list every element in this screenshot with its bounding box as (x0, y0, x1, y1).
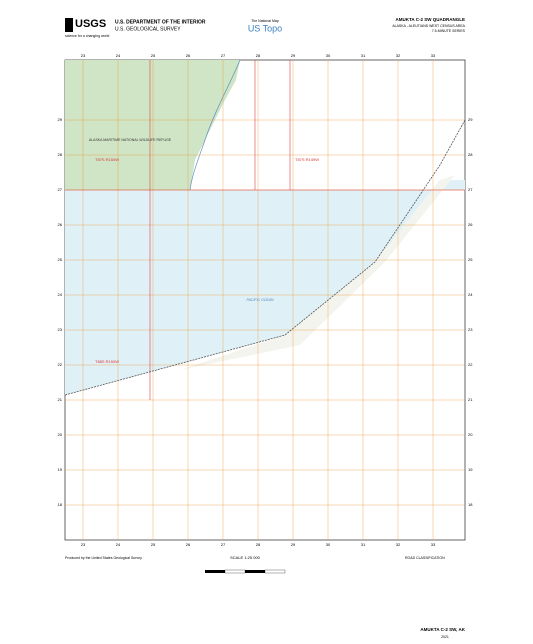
grid-label: 27 (58, 187, 63, 192)
grid-label: 25 (151, 53, 156, 58)
grid-label: 24 (58, 292, 63, 297)
shoreline (189, 59, 241, 191)
grid-label: 28 (58, 152, 63, 157)
grid-label: 21 (58, 397, 63, 402)
grid-label: 24 (116, 542, 121, 547)
grid-label: 19 (58, 467, 63, 472)
grid-label: 30 (326, 542, 331, 547)
land-vegetation (65, 60, 240, 190)
grid-label: 29 (58, 117, 63, 122)
grid-label: 24 (116, 53, 121, 58)
grid-label: 24 (468, 292, 473, 297)
grid-label: 20 (58, 432, 63, 437)
grid-label: 26 (468, 222, 473, 227)
boundary (64, 119, 466, 396)
grid-label: 18 (58, 502, 63, 507)
grid-label: 29 (468, 117, 473, 122)
department: U.S. DEPARTMENT OF THE INTERIOR (115, 19, 206, 25)
grid-label: 30 (326, 53, 331, 58)
grid-label: 22 (58, 362, 63, 367)
us-topo: US Topo (248, 23, 282, 33)
water (65, 180, 465, 395)
grid-label: 27 (468, 187, 473, 192)
grid-label: 23 (81, 53, 86, 58)
township-label: T88S R150W (95, 359, 119, 364)
area: ALASKA - ALEUTIANS WEST CENSUS AREA (392, 24, 465, 28)
grid-label: 21 (468, 397, 473, 402)
grid-label: 27 (221, 542, 226, 547)
grid-label: 18 (468, 502, 473, 507)
grid-label: 23 (81, 542, 86, 547)
grid-label: 23 (58, 327, 63, 332)
usgs-logo: USGS (75, 18, 106, 30)
grid-label: 26 (186, 542, 191, 547)
grid-label: 33 (431, 53, 436, 58)
township-label: T87S R149W (295, 157, 319, 162)
water-label: PACIFIC OCEAN (247, 298, 274, 302)
grid-label: 19 (468, 467, 473, 472)
national-map: The National Map (251, 19, 279, 23)
quad-name: AMUKTA C-2 SW, AK (420, 627, 465, 632)
grid-label: 22 (468, 362, 473, 367)
grid-label: 23 (468, 327, 473, 332)
scale-bar (264, 569, 286, 574)
grid-label: 27 (221, 53, 226, 58)
scale-bar (224, 569, 246, 574)
usgs-mark (65, 18, 73, 32)
grid-labels: 23 23 24 24 25 25 26 26 27 27 28 28 29 29 30 30 31 31 32 32… (58, 53, 474, 547)
grid-label: 25 (468, 257, 473, 262)
year: 2021 (441, 635, 449, 639)
grid-label: 26 (186, 53, 191, 58)
grid-label: 25 (151, 542, 156, 547)
grid-label: 32 (396, 53, 401, 58)
survey: U.S. GEOLOGICAL SURVEY (115, 26, 181, 32)
usgs-tagline: science for a changing world (65, 34, 109, 38)
grid-label: 26 (58, 222, 63, 227)
refuge-label: ALASKA MARITIME NATIONAL WILDLIFE REFUGE (89, 138, 172, 142)
producer: Produced by the United States Geological… (65, 556, 142, 560)
grid-label: 28 (468, 152, 473, 157)
grid-label: 31 (361, 542, 366, 547)
grid-label: 28 (256, 53, 261, 58)
township-label: T87S R150W (95, 157, 119, 162)
series: 7.5-MINUTE SERIES (432, 29, 466, 33)
grid-lines (65, 60, 465, 540)
grid-label: 31 (361, 53, 366, 58)
grid-label: 29 (291, 53, 296, 58)
grid-label: 28 (256, 542, 261, 547)
grid-label: 25 (58, 257, 63, 262)
grid-label: 20 (468, 432, 473, 437)
grid-label: 33 (431, 542, 436, 547)
quad-title: AMUKTA C-2 SW QUADRANGLE (396, 17, 466, 22)
grid-label: 32 (396, 542, 401, 547)
road-classification: ROAD CLASSIFICATION (405, 556, 445, 560)
scale: SCALE 1:25 000 (230, 555, 261, 560)
grid-label: 29 (291, 542, 296, 547)
